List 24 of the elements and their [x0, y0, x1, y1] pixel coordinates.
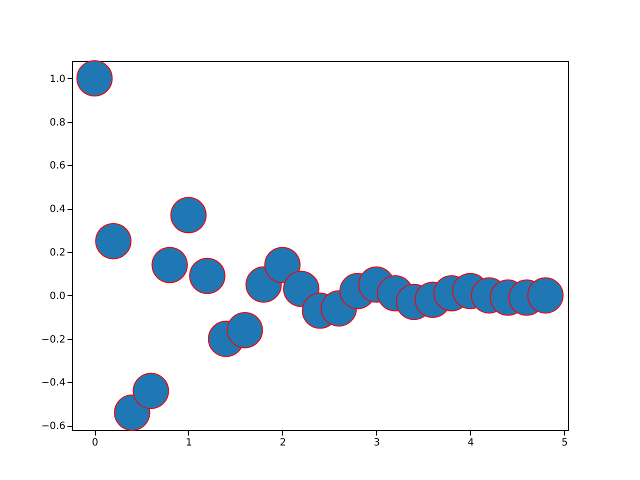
y-tick-label: 1.0 — [50, 74, 66, 85]
x-tick-label: 2 — [280, 438, 286, 448]
y-tick-label: −0.4 — [41, 378, 66, 389]
x-tick-label: 0 — [92, 438, 98, 448]
point — [95, 223, 132, 260]
point — [264, 246, 301, 284]
point — [132, 372, 170, 410]
y-tick-label: 0.8 — [50, 117, 66, 128]
y-tick-label: 0.4 — [50, 204, 66, 216]
y-tick-label: 0.0 — [50, 290, 66, 302]
y-tick-label: 0.6 — [50, 160, 66, 172]
x-tick-label: 4 — [468, 438, 474, 448]
point — [170, 196, 207, 234]
point — [527, 277, 564, 314]
point — [226, 312, 264, 348]
y-tick-label: −0.2 — [41, 334, 66, 346]
point — [152, 246, 188, 284]
y-tick-label: −0.6 — [41, 421, 66, 432]
x-tick-label: 5 — [562, 438, 568, 448]
x-tick-label: 1 — [186, 438, 192, 448]
point — [189, 258, 226, 294]
x-tick-label: 3 — [374, 438, 380, 448]
y-tick-label: 0.2 — [50, 248, 66, 259]
point — [76, 60, 113, 97]
